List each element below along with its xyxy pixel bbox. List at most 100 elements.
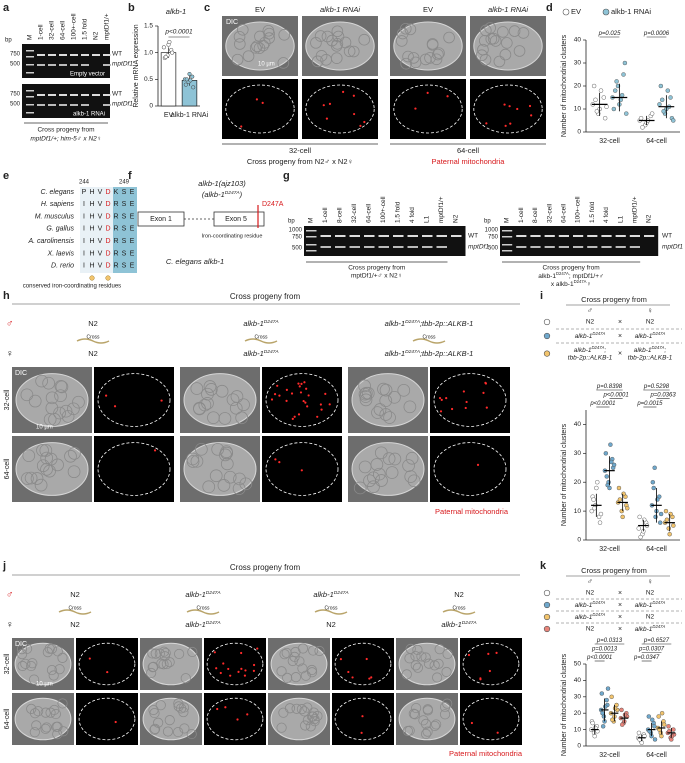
label: 32-cell — [289, 146, 311, 155]
gel-band — [558, 246, 569, 248]
label: E — [130, 213, 135, 220]
label: H — [89, 189, 94, 196]
label: alkb-1D247A — [185, 620, 220, 629]
y-axis-label: Relative mRNA expression — [133, 24, 140, 107]
mito-spot — [320, 408, 323, 411]
y-tick-label: 20 — [574, 479, 582, 486]
data-point — [625, 505, 630, 511]
cell — [439, 701, 451, 713]
gel-band — [26, 90, 34, 92]
cell — [173, 701, 184, 712]
cell — [433, 47, 445, 59]
data-point — [636, 526, 641, 531]
y-tick-label: 30 — [574, 450, 582, 457]
label: alkb-1(ajz103) — [198, 179, 246, 188]
gel-band — [502, 244, 513, 246]
label: WT — [112, 51, 122, 58]
gel-image — [22, 44, 110, 78]
mito-spot — [300, 469, 303, 472]
data-point — [617, 497, 623, 502]
gel-band — [378, 235, 389, 237]
cell — [410, 651, 421, 662]
mito-spot — [270, 398, 274, 401]
cell — [383, 411, 396, 424]
label: alkb-1D247A;tbb-2p::ALKB-1 — [385, 319, 474, 328]
cell — [432, 672, 443, 683]
mito-spot — [215, 667, 218, 670]
mito-spot — [278, 394, 281, 397]
y-tick-label: 20 — [574, 710, 582, 717]
cell — [57, 698, 68, 709]
cell — [276, 722, 287, 733]
mito-spot — [351, 676, 354, 679]
label: 10 µm — [36, 425, 53, 431]
worm-icon — [58, 609, 92, 615]
legend-label: alkb-1D247A — [635, 600, 666, 609]
label: R — [113, 238, 118, 245]
cell — [147, 648, 158, 659]
y-tick-label: 0.5 — [144, 76, 153, 83]
gel-band — [349, 246, 360, 248]
label: Empty vector — [70, 72, 105, 78]
female-symbol: ♀ — [647, 577, 653, 586]
cell — [229, 401, 243, 415]
embryo-outline — [78, 697, 136, 741]
panel-label: k — [540, 560, 547, 572]
embryo-outline — [97, 442, 171, 496]
cell — [16, 644, 27, 655]
label: WT — [112, 91, 122, 98]
cell — [45, 391, 59, 405]
label: alkb-1D247A — [243, 349, 278, 358]
gel-band — [81, 64, 89, 66]
mito-spot — [482, 391, 485, 394]
cell — [432, 48, 444, 61]
label: 1000 — [485, 228, 499, 234]
mito-spot — [256, 647, 259, 650]
data-point — [589, 508, 594, 514]
cell — [202, 480, 216, 494]
legend-label: EV — [571, 7, 581, 16]
label: N2 — [326, 620, 336, 629]
legend-label: N2 — [646, 614, 655, 621]
cell — [287, 655, 298, 667]
label: mptDf1 — [112, 61, 133, 68]
cell — [409, 709, 421, 720]
gel-band — [37, 104, 45, 106]
cell — [41, 722, 52, 733]
cell — [302, 715, 313, 726]
mito-spot — [328, 102, 332, 105]
cell — [279, 649, 290, 660]
mito-spot — [216, 707, 219, 711]
p-value: p=0.0006 — [643, 31, 670, 37]
cell — [290, 646, 301, 658]
data-point — [611, 462, 617, 468]
cell — [237, 398, 250, 412]
label: 32-cell — [351, 203, 358, 223]
embryo — [15, 442, 89, 496]
gel-band — [37, 54, 45, 56]
label: A. carolinensis — [27, 238, 74, 245]
cell — [431, 719, 442, 730]
gel-band — [601, 235, 612, 237]
cell — [477, 43, 489, 56]
male-symbol: ♂ — [587, 306, 593, 315]
gel-band — [587, 235, 598, 237]
label: V — [98, 250, 103, 257]
cell — [358, 460, 372, 474]
label: I — [83, 226, 85, 233]
label: D247A — [262, 201, 284, 208]
cell — [257, 39, 270, 52]
cell — [179, 723, 190, 734]
label: Cross progeny from — [37, 127, 94, 134]
mito-spot — [464, 406, 467, 410]
worm-icon — [244, 338, 278, 344]
gel-band — [70, 64, 78, 66]
cell — [153, 717, 164, 728]
label: N2 — [454, 590, 464, 599]
data-point — [664, 517, 670, 523]
gel-band — [615, 235, 626, 237]
mito-spot — [370, 676, 373, 679]
data-point — [183, 82, 188, 87]
data-point — [640, 125, 645, 130]
mito-spot — [244, 669, 247, 672]
